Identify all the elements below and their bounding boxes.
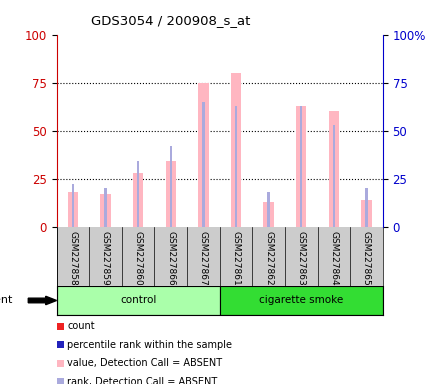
Text: GSM227862: GSM227862: [263, 231, 273, 286]
Bar: [100, 194, 110, 227]
Bar: [299, 106, 302, 227]
Text: value, Detection Call = ABSENT: value, Detection Call = ABSENT: [67, 358, 222, 368]
Bar: [365, 188, 367, 227]
Text: GSM227864: GSM227864: [329, 231, 338, 286]
Text: rank, Detection Call = ABSENT: rank, Detection Call = ABSENT: [67, 377, 217, 384]
Bar: [165, 161, 175, 227]
Text: control: control: [120, 295, 156, 306]
Text: GSM227859: GSM227859: [101, 231, 110, 286]
Text: GSM227860: GSM227860: [133, 231, 142, 286]
Bar: [295, 106, 306, 227]
Text: cigarette smoke: cigarette smoke: [259, 295, 342, 306]
Bar: [263, 202, 273, 227]
Bar: [360, 200, 371, 227]
Text: GSM227861: GSM227861: [231, 231, 240, 286]
Text: GSM227867: GSM227867: [198, 231, 207, 286]
Bar: [133, 173, 143, 227]
Bar: [169, 146, 171, 227]
Text: count: count: [67, 321, 95, 331]
Bar: [56, 286, 219, 315]
Text: agent: agent: [0, 295, 13, 306]
Bar: [267, 192, 269, 227]
Bar: [104, 188, 106, 227]
Text: GSM227865: GSM227865: [361, 231, 370, 286]
Bar: [137, 161, 139, 227]
Text: percentile rank within the sample: percentile rank within the sample: [67, 340, 232, 350]
Bar: [68, 192, 78, 227]
Bar: [230, 73, 241, 227]
Bar: [328, 111, 339, 227]
Text: GDS3054 / 200908_s_at: GDS3054 / 200908_s_at: [91, 14, 250, 27]
Text: GSM227858: GSM227858: [68, 231, 77, 286]
Text: GSM227863: GSM227863: [296, 231, 305, 286]
Bar: [202, 102, 204, 227]
Bar: [332, 125, 334, 227]
Bar: [72, 184, 74, 227]
Bar: [198, 83, 208, 227]
Bar: [234, 106, 237, 227]
Bar: [219, 286, 382, 315]
Text: GSM227866: GSM227866: [166, 231, 175, 286]
